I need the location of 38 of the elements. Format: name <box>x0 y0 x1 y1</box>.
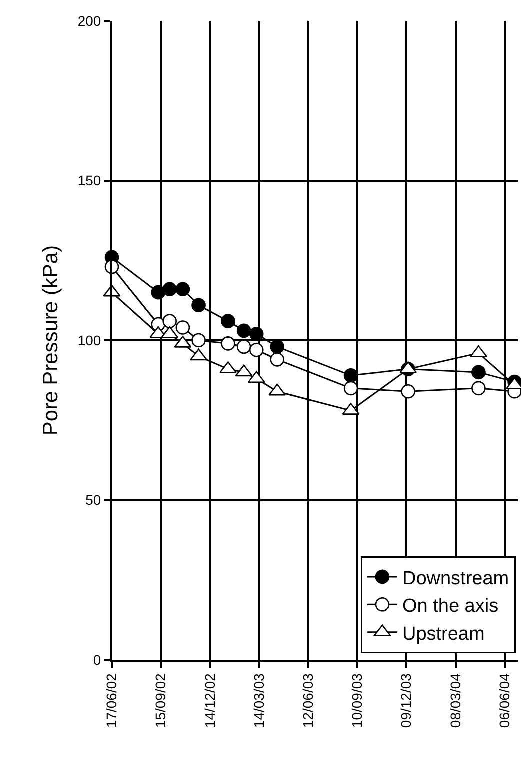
point <box>236 340 252 354</box>
x-tick-label: 17/06/02 <box>104 673 120 728</box>
y-tick-label: 100 <box>78 332 102 348</box>
point <box>472 365 486 380</box>
legend-label: Upstream <box>402 624 485 645</box>
x-tick-label: 15/09/02 <box>152 673 169 728</box>
y-tick-label: 150 <box>78 172 102 189</box>
point <box>162 282 177 297</box>
point <box>270 340 284 354</box>
x-tick-label: 14/12/02 <box>202 673 218 728</box>
x-tick-label: 12/06/03 <box>300 673 316 728</box>
point <box>401 384 416 399</box>
point <box>151 285 166 300</box>
y-axis-title: Pore Pressure (kPa) <box>39 245 62 436</box>
point <box>344 381 358 396</box>
x-tick-label: 08/03/04 <box>447 673 464 728</box>
point <box>221 314 236 328</box>
x-tick-label: 14/03/03 <box>250 673 267 728</box>
point <box>249 326 264 342</box>
point <box>249 342 264 358</box>
point <box>472 381 486 396</box>
legend-label: On the axis <box>402 596 499 618</box>
point <box>176 282 190 297</box>
point <box>192 333 206 348</box>
point <box>192 298 206 313</box>
point <box>162 314 177 328</box>
x-tick-label: 06/06/04 <box>496 673 512 728</box>
point <box>344 368 358 383</box>
point <box>270 352 284 367</box>
y-tick-label: 50 <box>86 492 102 508</box>
x-tick-label: 09/12/03 <box>398 673 414 728</box>
point <box>221 336 236 351</box>
point <box>176 320 190 335</box>
point <box>236 324 252 338</box>
x-tick-label: 10/09/03 <box>349 673 366 728</box>
legend-label: Downstream <box>402 568 510 590</box>
y-tick-label: 0 <box>93 652 102 668</box>
y-tick-label: 200 <box>78 12 102 29</box>
